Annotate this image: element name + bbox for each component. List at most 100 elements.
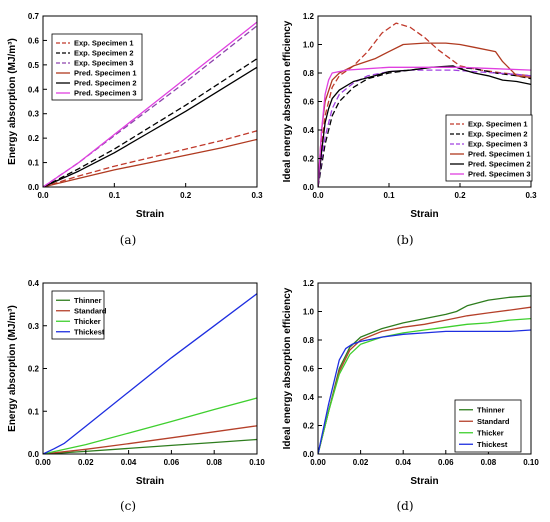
series-line-4 bbox=[318, 42, 531, 187]
series-line-2 bbox=[318, 306, 531, 454]
x-tick-label: 0.04 bbox=[121, 458, 137, 467]
y-tick-label: 0.1 bbox=[28, 159, 40, 168]
series-line-4 bbox=[318, 329, 531, 454]
series-line-1 bbox=[43, 438, 257, 454]
legend-label-1: Thinner bbox=[74, 296, 102, 305]
y-axis-label: Energy absorption (MJ/m³) bbox=[7, 305, 18, 432]
legend-box bbox=[454, 399, 522, 453]
x-tick-label: 0.02 bbox=[353, 458, 369, 467]
series-line-1 bbox=[43, 130, 257, 187]
legend-label-5: Pred. Specimen 2 bbox=[468, 160, 531, 169]
x-axis-label: Strain bbox=[410, 209, 438, 220]
legend-label-4: Pred. Specimen 1 bbox=[468, 150, 531, 159]
series-group bbox=[318, 22, 531, 187]
y-tick-label: 0.0 bbox=[303, 450, 315, 459]
series-line-6 bbox=[318, 66, 531, 187]
series-line-2 bbox=[318, 66, 531, 187]
legend-label-4: Pred. Specimen 1 bbox=[74, 69, 137, 78]
legend-label-4: Thickest bbox=[477, 440, 508, 449]
y-tick-label: 0.6 bbox=[28, 36, 40, 45]
y-tick-label: 0.0 bbox=[28, 183, 40, 192]
x-tick-label: 0.0 bbox=[37, 191, 49, 200]
series-line-6 bbox=[43, 21, 257, 187]
y-tick-label: 1.2 bbox=[303, 12, 315, 21]
x-tick-label: 0.3 bbox=[251, 191, 263, 200]
panel-caption: (c) bbox=[120, 499, 136, 513]
x-tick-label: 0.0 bbox=[312, 191, 324, 200]
y-tick-label: 0.8 bbox=[303, 336, 315, 345]
y-tick-label: 0.2 bbox=[28, 365, 40, 374]
y-tick-label: 0.2 bbox=[28, 134, 40, 143]
legend-box bbox=[51, 33, 143, 101]
y-tick-label: 0.4 bbox=[28, 85, 40, 94]
y-tick-label: 0.6 bbox=[303, 365, 315, 374]
legend-label-5: Pred. Specimen 2 bbox=[74, 79, 137, 88]
legend-label-6: Pred. Specimen 3 bbox=[74, 89, 137, 98]
y-tick-label: 0.7 bbox=[28, 12, 40, 21]
y-tick-label: 0.2 bbox=[303, 422, 315, 431]
plot-frame bbox=[42, 15, 258, 188]
legend-label-3: Exp. Specimen 3 bbox=[74, 59, 134, 68]
legend-label-1: Exp. Specimen 1 bbox=[74, 39, 134, 48]
y-tick-label: 0.3 bbox=[28, 322, 40, 331]
y-tick-label: 0.5 bbox=[28, 61, 40, 70]
legend-label-3: Thicker bbox=[477, 428, 504, 437]
y-tick-label: 0.4 bbox=[303, 393, 315, 402]
panel-d: 0.00 0.02 0.04 0.06 0.08 0.10 0.0 0.2 0.4 0.6 0.8 1… bbox=[282, 279, 539, 513]
legend-label-3: Thicker bbox=[74, 317, 101, 326]
legend-box bbox=[445, 114, 533, 182]
legend-label-1: Exp. Specimen 1 bbox=[468, 120, 528, 129]
x-tick-label: 0.02 bbox=[78, 458, 94, 467]
x-tick-label: 0.10 bbox=[249, 458, 265, 467]
y-tick-label: 0.4 bbox=[28, 279, 40, 288]
x-axis-label: Strain bbox=[136, 209, 164, 220]
legend-label-2: Exp. Specimen 2 bbox=[468, 130, 528, 139]
x-tick-label: 0.3 bbox=[525, 191, 537, 200]
legend-label-2: Standard bbox=[74, 306, 107, 315]
x-tick-label: 0.2 bbox=[180, 191, 192, 200]
x-tick-label: 0.04 bbox=[395, 458, 411, 467]
x-tick-label: 0.06 bbox=[438, 458, 454, 467]
y-axis-label: Ideal energy absorption efficiency bbox=[282, 287, 293, 449]
y-tick-label: 0.8 bbox=[303, 69, 315, 78]
x-tick-label: 0.1 bbox=[109, 191, 121, 200]
y-tick-label: 0.1 bbox=[28, 407, 40, 416]
series-line-2 bbox=[43, 58, 257, 187]
series-line-3 bbox=[318, 317, 531, 454]
legend-label-2: Standard bbox=[477, 417, 510, 426]
series-line-5 bbox=[318, 65, 531, 187]
series-group bbox=[318, 295, 531, 454]
y-tick-label: 0.6 bbox=[303, 98, 315, 107]
legend-label-3: Exp. Specimen 3 bbox=[468, 140, 528, 149]
y-tick-label: 0.4 bbox=[303, 126, 315, 135]
series-line-2 bbox=[43, 425, 257, 454]
y-tick-label: 0.3 bbox=[28, 110, 40, 119]
x-tick-label: 0.00 bbox=[310, 458, 326, 467]
y-tick-label: 0.0 bbox=[303, 183, 315, 192]
y-tick-label: 0.0 bbox=[28, 450, 40, 459]
panel-caption: (d) bbox=[396, 499, 413, 513]
series-line-4 bbox=[43, 293, 257, 454]
panel-c: 0.00 0.02 0.04 0.06 0.08 0.10 0.0 0.1 0.2 0.3 0.4 S… bbox=[7, 279, 265, 513]
x-tick-label: 0.08 bbox=[206, 458, 222, 467]
series-line-5 bbox=[43, 66, 257, 187]
y-tick-label: 0.2 bbox=[303, 155, 315, 164]
panel-a: 0.0 0.1 0.2 0.3 0.0 0.1 0.2 0.3 0.4 0.5 0.6 0.7 Stra… bbox=[7, 12, 263, 247]
x-tick-label: 0.08 bbox=[481, 458, 497, 467]
x-axis-label: Strain bbox=[410, 476, 438, 487]
series-line-3 bbox=[43, 397, 257, 454]
series-line-4 bbox=[43, 138, 257, 187]
y-tick-label: 1.0 bbox=[303, 308, 315, 317]
legend-label-4: Thickest bbox=[74, 327, 105, 336]
series-group bbox=[43, 293, 257, 454]
x-tick-label: 0.00 bbox=[35, 458, 51, 467]
y-tick-label: 1.0 bbox=[303, 41, 315, 50]
x-tick-label: 0.2 bbox=[454, 191, 466, 200]
y-tick-label: 1.2 bbox=[303, 279, 315, 288]
panel-caption: (b) bbox=[396, 233, 413, 247]
